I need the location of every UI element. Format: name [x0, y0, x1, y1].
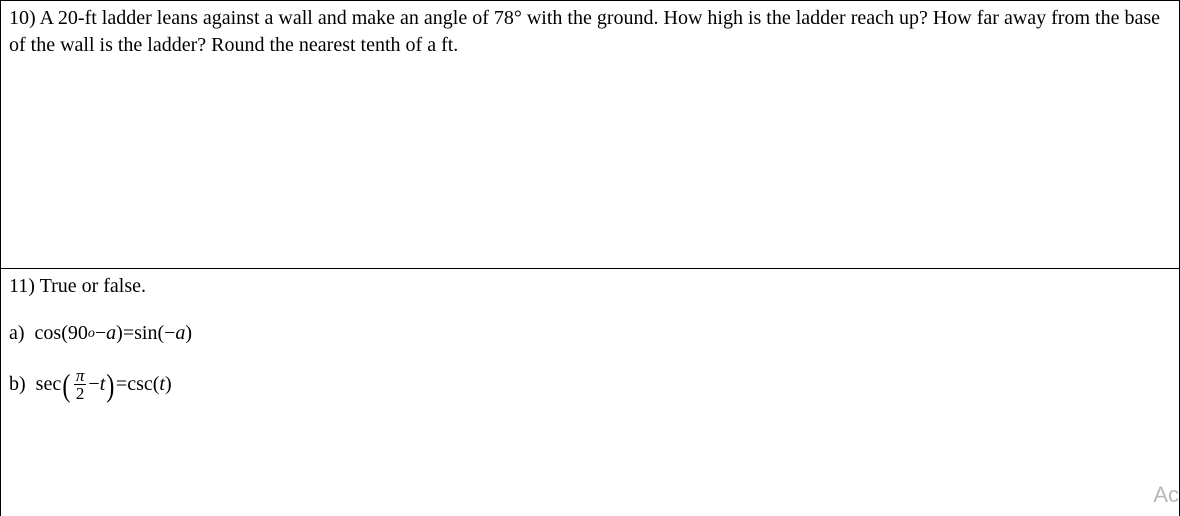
part-b-eq: = — [116, 373, 127, 396]
part-b-lhs-func: sec — [36, 373, 62, 396]
part-a-minus: − — [95, 322, 106, 345]
problem-10-text: A 20-ft ladder leans against a wall and … — [9, 7, 1160, 56]
part-a-rhs-func: sin — [134, 322, 157, 345]
frac-num: π — [74, 367, 87, 384]
part-b-rhs-close: ) — [165, 373, 172, 396]
frac-den: 2 — [74, 384, 87, 402]
part-b-minus: − — [88, 373, 99, 396]
problem-10-number: 10) — [9, 7, 36, 29]
problem-10-box: 10) A 20-ft ladder leans against a wall … — [0, 0, 1180, 268]
part-a-rhs-close: ) — [185, 322, 192, 345]
problem-11-header-line: 11) True or false. — [9, 275, 1171, 298]
problem-11-part-b: b) sec(π2 − t) = csc (t) — [9, 367, 1171, 402]
problem-11-header: True or false. — [40, 275, 146, 297]
watermark-text: Ac — [1153, 482, 1179, 508]
part-b-equation: sec(π2 − t) = csc (t) — [36, 367, 172, 402]
problem-11-number: 11) — [9, 275, 35, 297]
part-a-var-a-1: a — [106, 322, 116, 345]
part-a-deg: 90 — [68, 322, 88, 345]
part-a-eq: = — [123, 322, 134, 345]
part-b-var-t-1: t — [100, 373, 106, 396]
part-a-lhs-func: cos — [35, 322, 62, 345]
part-a-label: a) — [9, 322, 25, 345]
part-b-label: b) — [9, 373, 26, 396]
problem-11-part-a: a) cos(90o − a) = sin (−a) — [9, 322, 1171, 345]
big-paren-open: ( — [63, 369, 71, 401]
fraction-pi-over-2: π2 — [74, 367, 87, 402]
part-a-var-a-2: a — [175, 322, 185, 345]
part-a-equation: cos(90o − a) = sin (−a) — [35, 322, 193, 345]
part-a-rhs-open: (− — [157, 322, 175, 345]
big-paren-close: ) — [107, 369, 115, 401]
paren-close: ) — [116, 322, 123, 345]
problem-11-box: 11) True or false. a) cos(90o − a) = sin… — [0, 268, 1180, 516]
part-b-rhs-open: ( — [153, 373, 160, 396]
part-b-rhs-func: csc — [127, 373, 153, 396]
paren-open: ( — [61, 322, 68, 345]
